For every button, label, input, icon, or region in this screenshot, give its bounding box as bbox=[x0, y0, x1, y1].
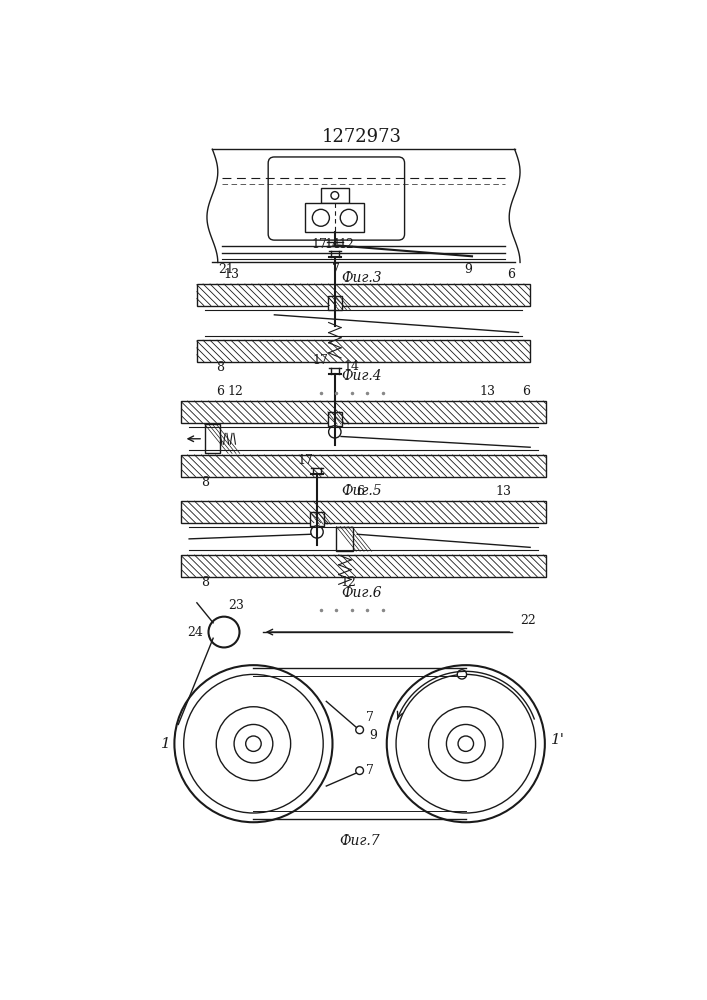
Text: 8: 8 bbox=[201, 576, 209, 589]
Text: 12: 12 bbox=[341, 576, 357, 589]
Text: 17: 17 bbox=[311, 238, 327, 251]
Text: 14: 14 bbox=[325, 238, 341, 251]
Bar bbox=[328, 412, 341, 426]
Circle shape bbox=[340, 209, 357, 226]
Text: 9: 9 bbox=[464, 263, 472, 276]
Bar bbox=[321, 188, 349, 203]
Text: 13: 13 bbox=[495, 485, 511, 498]
Text: 14: 14 bbox=[344, 360, 360, 373]
Text: 8: 8 bbox=[216, 361, 224, 374]
Text: 17: 17 bbox=[313, 354, 329, 367]
Circle shape bbox=[457, 670, 467, 679]
Text: 6: 6 bbox=[522, 385, 530, 398]
Text: 1': 1' bbox=[551, 733, 565, 747]
Bar bbox=[337, 527, 354, 551]
Text: 9: 9 bbox=[369, 729, 377, 742]
Text: 13: 13 bbox=[479, 385, 496, 398]
Text: Фиг.5: Фиг.5 bbox=[341, 484, 382, 498]
Bar bbox=[305, 203, 364, 232]
Text: Фиг.4: Фиг.4 bbox=[341, 369, 382, 383]
Bar bbox=[182, 501, 546, 523]
Text: 23: 23 bbox=[228, 599, 244, 612]
Circle shape bbox=[356, 767, 363, 774]
Bar bbox=[197, 284, 530, 306]
Text: 7: 7 bbox=[366, 764, 374, 778]
Circle shape bbox=[311, 526, 323, 538]
Text: 17: 17 bbox=[298, 454, 313, 467]
Bar bbox=[182, 455, 546, 477]
Text: 8: 8 bbox=[201, 476, 209, 489]
Text: Фиг.3: Фиг.3 bbox=[341, 271, 382, 285]
Bar bbox=[204, 424, 220, 453]
Circle shape bbox=[331, 192, 339, 199]
Text: 1272973: 1272973 bbox=[322, 128, 402, 146]
Text: 24: 24 bbox=[187, 626, 203, 639]
Text: 21: 21 bbox=[218, 263, 234, 276]
Text: 7: 7 bbox=[332, 263, 340, 276]
Text: 6: 6 bbox=[507, 268, 515, 281]
Text: Фиг.7: Фиг.7 bbox=[339, 834, 380, 848]
Bar bbox=[197, 340, 530, 362]
Text: 22: 22 bbox=[520, 614, 536, 627]
Text: 6: 6 bbox=[356, 485, 363, 498]
Text: 12: 12 bbox=[339, 238, 354, 251]
Bar bbox=[310, 512, 324, 526]
Text: 13: 13 bbox=[223, 268, 240, 281]
Circle shape bbox=[329, 426, 341, 438]
Bar bbox=[182, 555, 546, 577]
Bar bbox=[328, 296, 341, 310]
Text: 7: 7 bbox=[366, 711, 374, 724]
Circle shape bbox=[312, 209, 329, 226]
Bar bbox=[182, 401, 546, 423]
Text: 12: 12 bbox=[228, 385, 244, 398]
Text: 1: 1 bbox=[160, 737, 170, 751]
Circle shape bbox=[356, 726, 363, 734]
Text: 6: 6 bbox=[216, 385, 224, 398]
Text: Фиг.6: Фиг.6 bbox=[341, 586, 382, 600]
